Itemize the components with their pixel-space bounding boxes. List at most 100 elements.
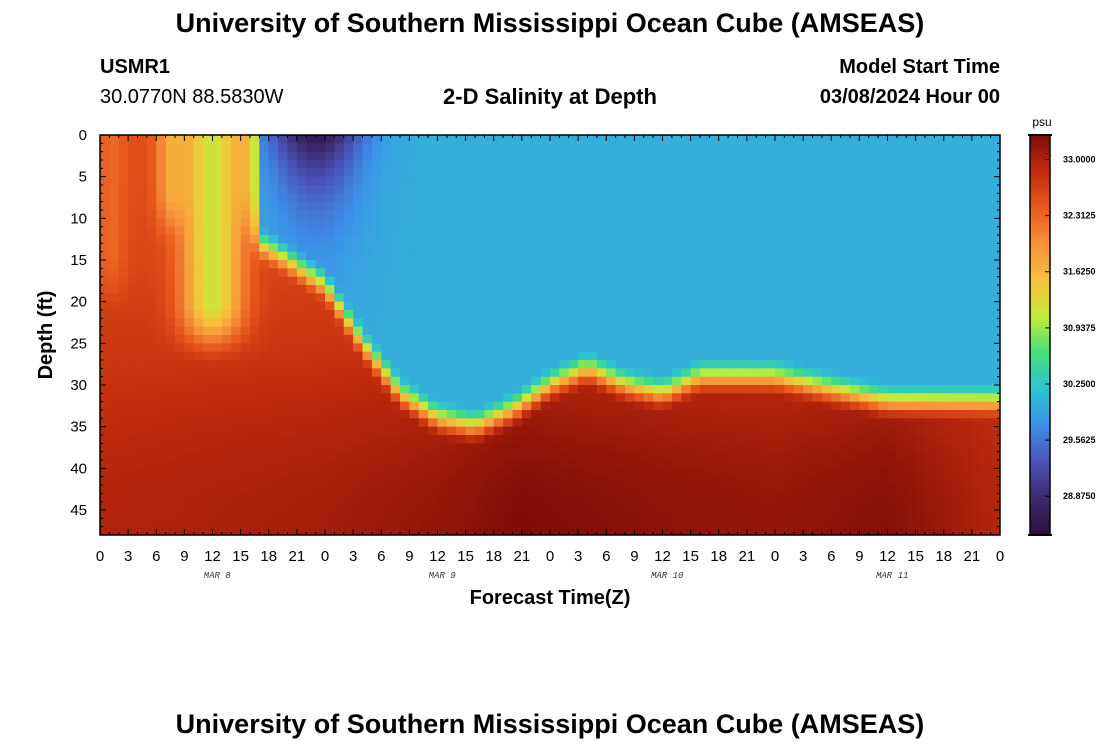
- heatmap-cell: [493, 268, 504, 278]
- heatmap-cell: [250, 326, 260, 336]
- heatmap-cell: [231, 185, 242, 194]
- heatmap-cell: [606, 285, 617, 294]
- heatmap-cell: [371, 135, 382, 144]
- colorbar-step: [1030, 215, 1050, 219]
- heatmap-cell: [568, 160, 579, 169]
- heatmap-cell: [343, 485, 354, 494]
- heatmap-cell: [156, 451, 167, 461]
- heatmap-cell: [353, 376, 364, 386]
- heatmap-cell: [971, 501, 982, 511]
- heatmap-cell: [709, 476, 720, 486]
- heatmap-cell: [456, 193, 467, 203]
- heatmap-cell: [353, 443, 364, 453]
- heatmap-cell: [953, 218, 964, 228]
- heatmap-cell: [878, 226, 889, 236]
- heatmap-cell: [390, 235, 401, 244]
- heatmap-cell: [709, 193, 720, 203]
- heatmap-cell: [315, 335, 326, 344]
- heatmap-cell: [878, 476, 889, 486]
- heatmap-cell: [193, 151, 204, 161]
- heatmap-cell: [240, 510, 251, 519]
- heatmap-cell: [493, 201, 504, 211]
- heatmap-cell: [128, 526, 139, 535]
- colorbar-step: [1030, 135, 1050, 139]
- heatmap-cell: [634, 276, 645, 286]
- heatmap-cell: [606, 393, 617, 403]
- heatmap-cell: [353, 485, 364, 494]
- heatmap-cell: [775, 218, 785, 228]
- heatmap-cell: [625, 493, 635, 503]
- heatmap-cell: [203, 243, 214, 253]
- heatmap-cell: [718, 160, 729, 169]
- heatmap-cell: [287, 218, 298, 228]
- heatmap-cell: [906, 218, 917, 228]
- heatmap-cell: [465, 201, 476, 211]
- heatmap-cell: [578, 518, 589, 528]
- heatmap-cell: [850, 426, 860, 436]
- heatmap-cell: [521, 193, 532, 203]
- heatmap-cell: [953, 526, 964, 535]
- heatmap-cell: [615, 443, 626, 453]
- heatmap-cell: [681, 243, 692, 253]
- heatmap-cell: [831, 226, 842, 236]
- heatmap-cell: [390, 160, 401, 169]
- heatmap-cell: [840, 485, 851, 494]
- x-tick-label: 0: [996, 548, 1004, 565]
- heatmap-cell: [306, 243, 317, 253]
- heatmap-cell: [175, 493, 185, 503]
- heatmap-cell: [250, 476, 260, 486]
- heatmap-cell: [418, 218, 429, 228]
- heatmap-cell: [446, 318, 457, 328]
- heatmap-cell: [559, 143, 570, 153]
- heatmap-cell: [596, 443, 607, 453]
- heatmap-cell: [221, 351, 232, 361]
- heatmap-cell: [915, 151, 926, 161]
- heatmap-cell: [109, 268, 120, 278]
- heatmap-cell: [268, 326, 279, 336]
- heatmap-cell: [756, 376, 767, 386]
- heatmap-cell: [962, 151, 973, 161]
- heatmap-cell: [512, 518, 523, 528]
- heatmap-cell: [334, 360, 345, 369]
- heatmap-cell: [578, 185, 589, 194]
- heatmap-cell: [287, 351, 298, 361]
- heatmap-cell: [559, 226, 570, 236]
- heatmap-cell: [343, 143, 354, 153]
- heatmap-cell: [184, 501, 195, 511]
- heatmap-cell: [850, 360, 860, 369]
- heatmap-cell: [428, 243, 439, 253]
- heatmap-cell: [409, 285, 420, 294]
- heatmap-cell: [343, 243, 354, 253]
- heatmap-cell: [456, 526, 467, 535]
- heatmap-cell: [887, 468, 898, 478]
- heatmap-cell: [634, 235, 645, 244]
- heatmap-cell: [662, 193, 673, 203]
- heatmap-cell: [118, 351, 129, 361]
- heatmap-cell: [531, 401, 542, 411]
- heatmap-cell: [868, 368, 879, 378]
- heatmap-cell: [990, 285, 1000, 294]
- heatmap-cell: [540, 326, 551, 336]
- heatmap-cell: [990, 160, 1000, 169]
- heatmap-cell: [193, 393, 204, 403]
- heatmap-cell: [700, 276, 710, 286]
- heatmap-cell: [146, 376, 157, 386]
- heatmap-cell: [765, 185, 776, 194]
- heatmap-cell: [381, 376, 392, 386]
- heatmap-cell: [100, 260, 110, 269]
- heatmap-cell: [428, 501, 439, 511]
- heatmap-cell: [493, 210, 504, 219]
- heatmap-cell: [925, 243, 935, 253]
- heatmap-cell: [653, 185, 664, 194]
- heatmap-cell: [259, 168, 270, 178]
- heatmap-cell: [381, 335, 392, 344]
- heatmap-cell: [521, 443, 532, 453]
- heatmap-cell: [925, 235, 935, 244]
- heatmap-cell: [653, 393, 664, 403]
- heatmap-cell: [821, 343, 832, 353]
- heatmap-cell: [878, 193, 889, 203]
- heatmap-cell: [559, 301, 570, 311]
- heatmap-cell: [868, 326, 879, 336]
- heatmap-cell: [681, 135, 692, 144]
- heatmap-cell: [821, 210, 832, 219]
